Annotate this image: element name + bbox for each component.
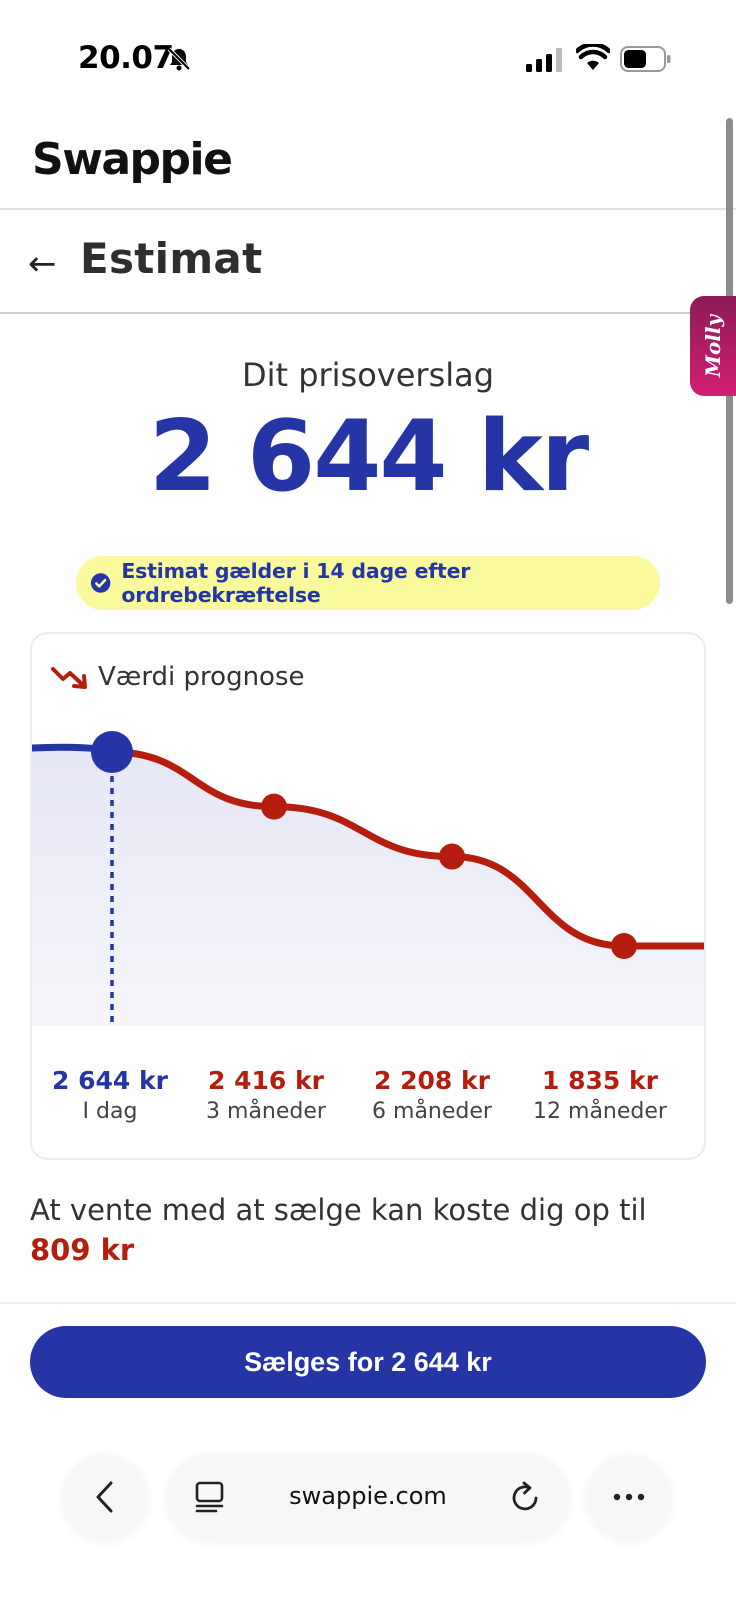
forecast-area [32, 747, 704, 1026]
wait-cost-warning: At vente med at sælge kan koste dig op t… [30, 1190, 710, 1270]
forecast-point [439, 843, 465, 870]
battery-icon [620, 46, 671, 72]
more-options-button[interactable] [586, 1454, 672, 1540]
molly-chat-tab[interactable]: Molly [690, 296, 736, 396]
forecast-point-current [91, 731, 133, 773]
forecast-price: 2 208 kr [374, 1066, 490, 1095]
validity-badge: Estimat gælder i 14 dage efter ordrebekr… [76, 556, 660, 610]
status-time: 20.07 [78, 40, 174, 76]
reload-icon[interactable] [510, 1480, 542, 1514]
address-bar[interactable]: swappie.com [166, 1454, 570, 1540]
page-title-row: ← Estimat [0, 212, 736, 314]
value-forecast-card: Værdi prognose 2 644 kr I dag 2 416 kr 3 må… [30, 632, 706, 1160]
forecast-line [108, 748, 704, 950]
forecast-point [611, 933, 637, 959]
chevron-left-icon [96, 1481, 113, 1513]
wifi-icon [576, 44, 610, 70]
validity-text: Estimat gælder i 14 dage efter ordrebekr… [121, 559, 471, 607]
browser-toolbar: swappie.com [0, 1454, 736, 1544]
url-text[interactable]: swappie.com [289, 1482, 447, 1510]
trend-down-icon [51, 667, 87, 689]
forecast-period: 6 måneder [372, 1099, 492, 1124]
forecast-price: 1 835 kr [542, 1066, 658, 1095]
sell-button[interactable]: Sælges for 2 644 kr [30, 1326, 706, 1398]
forecast-price: 2 644 kr [52, 1066, 168, 1095]
forecast-legend-item: 1 835 kr 12 måneder [515, 1066, 685, 1124]
forecast-chart [32, 731, 704, 1026]
back-arrow-icon[interactable]: ← [28, 244, 57, 284]
forecast-legend-item: 2 644 kr I dag [32, 1066, 195, 1124]
swappie-logo[interactable]: Swappie [32, 134, 233, 185]
browser-back-button[interactable] [62, 1454, 148, 1540]
forecast-point [261, 793, 287, 820]
forecast-header: Værdi prognose [50, 662, 305, 692]
status-bar: 20.07 [0, 0, 736, 110]
forecast-legend-item: 2 416 kr 3 måneder [181, 1066, 351, 1124]
estimate-price: 2 644 kr [148, 400, 590, 514]
cellular-signal-icon [526, 48, 562, 72]
forecast-price: 2 416 kr [208, 1066, 324, 1095]
wait-cost-text: At vente med at sælge kan koste dig op t… [30, 1193, 647, 1227]
forecast-period: I dag [82, 1099, 138, 1124]
forecast-legend-item: 2 208 kr 6 måneder [347, 1066, 517, 1124]
bottom-action-bar: Sælges for 2 644 kr swappie.com [0, 1302, 736, 1600]
wait-cost-amount: 809 kr [30, 1233, 135, 1267]
forecast-period: 12 måneder [533, 1099, 667, 1124]
estimate-label: Dit prisoverslag [241, 356, 495, 394]
check-circle-icon [90, 573, 111, 593]
tabs-icon[interactable] [194, 1480, 226, 1514]
page-title: Estimat [80, 234, 263, 283]
forecast-period: 3 måneder [206, 1099, 326, 1124]
bell-muted-icon [167, 47, 191, 71]
site-header: Swappie [0, 110, 736, 210]
more-dots-icon [613, 1493, 645, 1501]
forecast-title: Værdi prognose [98, 662, 305, 692]
